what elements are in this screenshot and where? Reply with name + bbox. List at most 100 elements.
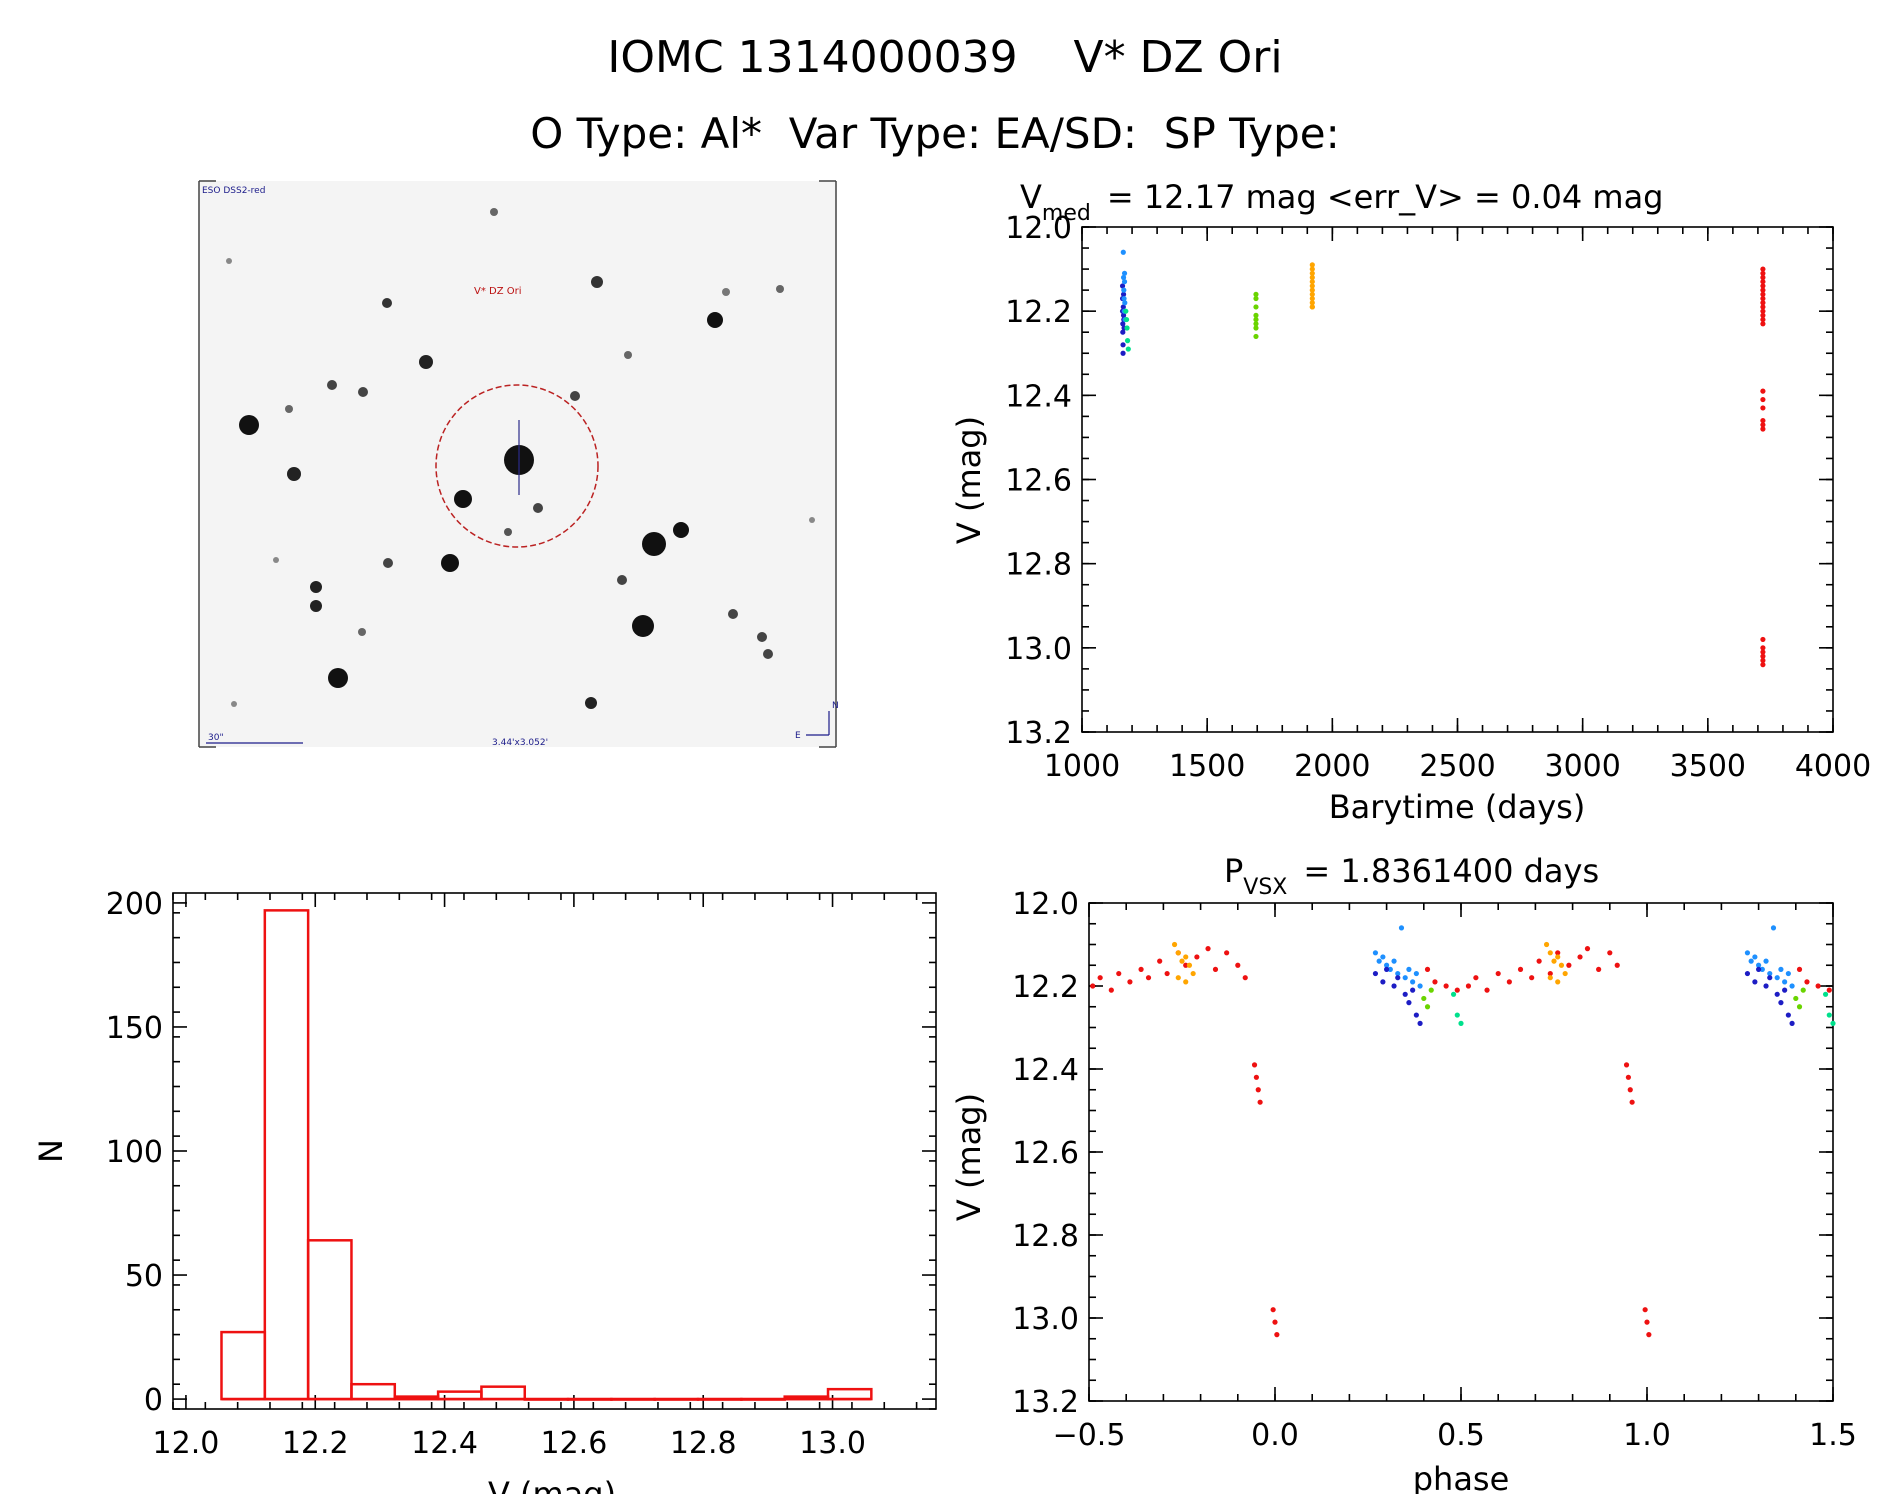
data-point [1555,979,1561,985]
data-point [1097,975,1103,981]
lightcurve-ylabel: V (mag) [950,416,988,544]
data-point [1116,970,1122,977]
star [490,208,498,216]
data-point [1830,1020,1836,1026]
data-point [1760,657,1766,664]
x-tick-label: 12.6 [540,1426,607,1461]
star [617,575,627,585]
data-point [1120,312,1127,318]
data-point [1760,295,1766,302]
data-point [1309,274,1315,281]
data-point [1760,645,1766,651]
data-point [1253,325,1259,331]
data-point [1517,966,1524,973]
data-point [1796,1004,1803,1010]
data-point [1804,979,1810,985]
histogram-bar [566,1397,613,1401]
data-point [1120,291,1127,297]
star [287,467,301,481]
y-tick-label: 12.4 [1012,1053,1079,1088]
data-point [1484,987,1490,993]
histogram-bar [740,1397,786,1401]
data-point [1272,1319,1278,1325]
data-point [1785,970,1791,977]
data-point [1395,975,1401,981]
data-point [1584,946,1591,952]
data-point [1770,925,1777,931]
data-point [1410,979,1416,985]
data-point [1384,962,1390,968]
y-tick-label: 100 [106,1135,163,1170]
data-point [1120,274,1127,281]
data-point [1428,987,1434,993]
data-point [1120,321,1126,327]
data-point [1164,970,1170,977]
y-tick-label: 150 [106,1011,163,1046]
data-point [1253,291,1259,297]
histogram-xlabel: V (mag) [488,1475,616,1494]
data-point [1121,287,1127,293]
data-point [1224,950,1230,956]
data-point [1253,316,1259,323]
data-point [1763,983,1769,989]
data-point [1410,987,1416,993]
data-point [1826,1012,1832,1018]
data-point [1398,925,1405,931]
star [454,490,472,508]
data-point [1760,388,1766,394]
data-point [1760,405,1766,411]
y-tick-label: 12.2 [1012,970,1079,1005]
data-point [1760,653,1766,659]
lightcurve-title-rest: = 12.17 mag <err_V> = 0.04 mag [1107,178,1664,216]
data-point [1767,975,1773,981]
phased-title-main: P [1224,852,1243,890]
data-point [1175,975,1181,981]
star [382,298,392,308]
star [358,628,366,636]
compass: N E [795,701,839,741]
star [327,380,337,390]
y-tick-label: 13.2 [1005,716,1072,751]
star [707,312,723,328]
data-point [1309,270,1315,276]
data-point [1253,295,1259,302]
data-point [1760,291,1766,297]
data-point [1372,970,1379,977]
data-point [1120,342,1126,348]
data-point [1547,950,1553,956]
data-point [1309,300,1315,306]
data-point [1121,279,1128,285]
x-tick-label: 3000 [1544,749,1620,784]
data-point [1623,1062,1630,1068]
data-point [1760,283,1766,289]
data-point [1391,958,1397,964]
star [419,355,433,369]
data-point [1183,979,1189,985]
compass-arrows [806,711,830,736]
data-point [1760,279,1766,285]
histogram-plot: 12.0 12.2 12.4 12.6 12.8 13.0 0 50 100 150 200 V (… [32,887,937,1494]
data-point [1562,970,1568,977]
histogram-bar [350,1382,397,1401]
y-tick-label: 200 [106,887,163,922]
y-tick-label: 12.0 [1012,887,1079,922]
data-point [1543,941,1550,948]
data-point [1309,295,1315,302]
star [310,600,322,612]
data-point [1752,979,1758,985]
star [328,668,348,688]
data-point [1253,333,1259,340]
phased-ylabel: V (mag) [950,1093,988,1221]
lightcurve-title: Vmed = 12.17 mag <err_V> = 0.04 mag [1020,178,1663,226]
star-field [226,208,815,709]
data-point [1782,979,1788,985]
data-point [1309,287,1315,293]
data-point [1826,987,1832,993]
data-point [1815,983,1821,989]
data-point [1760,287,1766,293]
data-point [1495,970,1501,977]
phased-title-sub: VSX [1243,875,1287,900]
data-point [1778,1000,1784,1006]
x-tick-label: 1.0 [1623,1418,1671,1453]
star [722,288,730,296]
